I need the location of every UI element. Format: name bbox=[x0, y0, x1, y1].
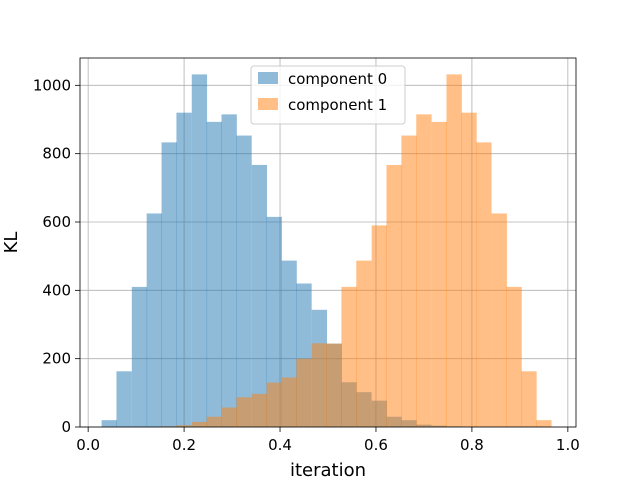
bar-series-1-bin-22 bbox=[491, 213, 507, 427]
bar-series-0-bin-6 bbox=[191, 74, 208, 428]
bar-series-0-bin-11 bbox=[266, 216, 282, 427]
y-axis-label: KL bbox=[1, 232, 22, 254]
bar-series-0-bin-9 bbox=[236, 135, 252, 427]
bar-series-1-bin-5 bbox=[236, 397, 252, 427]
bar-series-1-bin-23 bbox=[506, 286, 522, 427]
y-tick-label-4: 800 bbox=[42, 145, 71, 163]
x-tick-label-2: 0.4 bbox=[268, 436, 292, 454]
y-tick-label-5: 1000 bbox=[33, 76, 71, 94]
legend-box bbox=[250, 65, 406, 125]
y-tick-label-0: 0 bbox=[61, 418, 71, 436]
legend-label-component-0: component 0 bbox=[288, 70, 387, 88]
legend-swatch-component-1 bbox=[258, 98, 278, 110]
bar-series-1-bin-21 bbox=[476, 142, 492, 427]
bar-series-1-bin-16 bbox=[401, 135, 417, 427]
bar-series-1-bin-3 bbox=[206, 416, 222, 427]
bar-series-1-bin-11 bbox=[326, 343, 342, 427]
bar-series-1-bin-17 bbox=[416, 114, 432, 427]
bar-series-1-bin-19 bbox=[446, 74, 462, 428]
bar-series-0-bin-4 bbox=[161, 142, 177, 427]
bar-series-1-bin-1 bbox=[176, 425, 192, 427]
x-axis-label: iteration bbox=[290, 460, 366, 480]
y-tick-label-3: 600 bbox=[42, 213, 71, 231]
y-tick-label-1: 200 bbox=[42, 350, 71, 368]
bar-series-0-bin-5 bbox=[176, 112, 192, 428]
x-tick-label-1: 0.2 bbox=[172, 436, 196, 454]
bar-series-1-bin-18 bbox=[431, 121, 447, 428]
x-tick-label-5: 1.0 bbox=[556, 436, 580, 454]
bar-series-0-bin-10 bbox=[251, 164, 268, 428]
bar-series-1-bin-4 bbox=[221, 407, 237, 427]
x-tick-label-3: 0.6 bbox=[364, 436, 388, 454]
bar-series-1-bin-8 bbox=[281, 377, 297, 427]
plot-frame bbox=[79, 57, 577, 428]
bar-series-0-bin-1 bbox=[116, 371, 132, 427]
bar-series-1-bin-25 bbox=[536, 420, 552, 427]
legend-label-component-1: component 1 bbox=[288, 96, 387, 114]
bar-series-1-bin-12 bbox=[341, 286, 357, 427]
bar-series-1-bin-10 bbox=[311, 343, 328, 427]
bars-layer bbox=[101, 74, 552, 428]
bar-series-0-bin-2 bbox=[131, 286, 148, 427]
legend: component 0 component 1 bbox=[250, 65, 406, 125]
ticks-layer: 0.0 0.2 0.4 0.6 0.8 1.0 0 200 400 600 800 1000 bbox=[33, 76, 580, 454]
legend-swatch-component-0 bbox=[258, 72, 278, 84]
bar-series-1-bin-2 bbox=[191, 421, 208, 427]
bar-series-0-bin-7 bbox=[206, 121, 222, 428]
bar-series-1-bin-13 bbox=[356, 260, 372, 427]
bar-series-1-bin-6 bbox=[251, 393, 268, 427]
bar-series-0-bin-8 bbox=[221, 114, 237, 427]
bar-series-1-bin-14 bbox=[371, 225, 387, 427]
bar-series-0-bin-3 bbox=[146, 213, 162, 427]
bar-series-1-bin-15 bbox=[386, 164, 402, 428]
x-tick-label-0: 0.0 bbox=[76, 436, 100, 454]
bar-series-1-bin-9 bbox=[296, 358, 312, 427]
bar-series-1-bin-24 bbox=[521, 371, 537, 427]
bar-series-1-bin-7 bbox=[266, 382, 282, 427]
bar-series-1-bin-20 bbox=[461, 112, 477, 428]
y-tick-label-2: 400 bbox=[42, 281, 71, 299]
x-tick-label-4: 0.8 bbox=[460, 436, 484, 454]
bar-series-0-bin-0 bbox=[101, 420, 117, 427]
